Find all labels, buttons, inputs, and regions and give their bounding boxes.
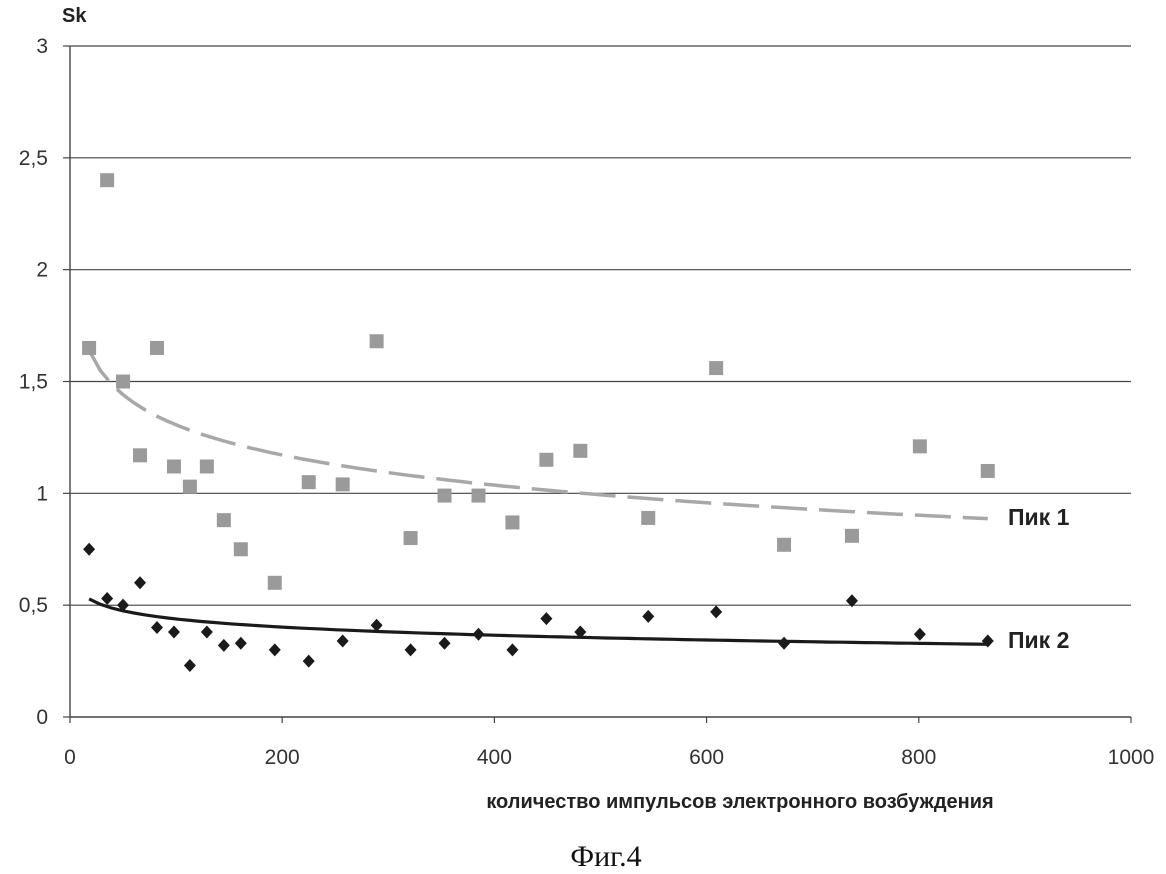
marker-peak-1 (709, 361, 723, 375)
marker-peak-1 (82, 341, 96, 355)
y-tick-label: 2 (36, 259, 48, 282)
y-tick-label: 2,5 (19, 147, 48, 170)
marker-peak-2 (439, 637, 451, 650)
marker-peak-1 (217, 513, 231, 527)
marker-peak-1 (471, 489, 485, 503)
marker-peak-2 (405, 643, 417, 656)
marker-peak-2 (506, 643, 518, 656)
marker-peak-1 (370, 334, 384, 348)
series-label-peak-2: Пик 2 (1008, 627, 1069, 653)
marker-peak-2 (710, 605, 722, 618)
marker-peak-1 (302, 475, 316, 489)
marker-peak-2 (269, 643, 281, 656)
axes (63, 46, 1131, 723)
marker-peak-2 (235, 637, 247, 650)
marker-peak-2 (184, 659, 196, 672)
tick-labels: 0 0,5 1 1,5 2 2,5 3 0 200 400 600 800 1000 (19, 35, 1155, 769)
x-tick-label: 1000 (1108, 746, 1155, 769)
marker-peak-2 (83, 543, 95, 556)
marker-peak-2 (168, 626, 180, 639)
marker-peak-1 (438, 489, 452, 503)
x-tick-label: 400 (477, 746, 512, 769)
x-tick-label: 200 (265, 746, 300, 769)
marker-peak-1 (268, 576, 282, 590)
marker-peak-2 (201, 626, 213, 639)
x-axis-title: количество импульсов электронного возбуж… (486, 791, 993, 813)
marker-peak-1 (150, 341, 164, 355)
marker-peak-1 (133, 448, 147, 462)
y-axis-title: Sk (62, 5, 87, 27)
marker-peak-2 (101, 592, 113, 605)
marker-peak-1 (913, 439, 927, 453)
marker-peak-2 (642, 610, 654, 623)
marker-peak-2 (472, 628, 484, 641)
data-markers (82, 173, 995, 672)
y-tick-label: 0,5 (19, 594, 48, 617)
marker-peak-2 (151, 621, 163, 634)
marker-peak-1 (100, 173, 114, 187)
marker-peak-2 (540, 612, 552, 625)
marker-peak-1 (336, 477, 350, 491)
marker-peak-2 (134, 576, 146, 589)
y-tick-label: 0 (36, 706, 48, 729)
y-tick-label: 1 (36, 482, 48, 505)
marker-peak-1 (777, 538, 791, 552)
x-tick-label: 600 (689, 746, 724, 769)
marker-peak-1 (183, 480, 197, 494)
marker-peak-1 (234, 542, 248, 556)
marker-peak-1 (505, 515, 519, 529)
marker-peak-2 (914, 628, 926, 641)
figure-caption: Фиг.4 (570, 840, 641, 873)
marker-peak-2 (778, 637, 790, 650)
marker-peak-2 (218, 639, 230, 652)
marker-peak-1 (200, 459, 214, 473)
marker-peak-1 (981, 464, 995, 478)
x-tick-label: 800 (901, 746, 936, 769)
marker-peak-1 (641, 511, 655, 525)
y-tick-label: 1,5 (19, 371, 48, 394)
marker-peak-1 (845, 529, 859, 543)
marker-peak-1 (573, 444, 587, 458)
series-label-peak-1: Пик 1 (1008, 504, 1070, 530)
marker-peak-1 (116, 375, 130, 389)
marker-peak-1 (404, 531, 418, 545)
marker-peak-2 (303, 655, 315, 668)
marker-peak-1 (539, 453, 553, 467)
marker-peak-1 (167, 459, 181, 473)
x-tick-label: 0 (64, 746, 76, 769)
y-tick-label: 3 (36, 35, 48, 58)
marker-peak-2 (337, 634, 349, 647)
